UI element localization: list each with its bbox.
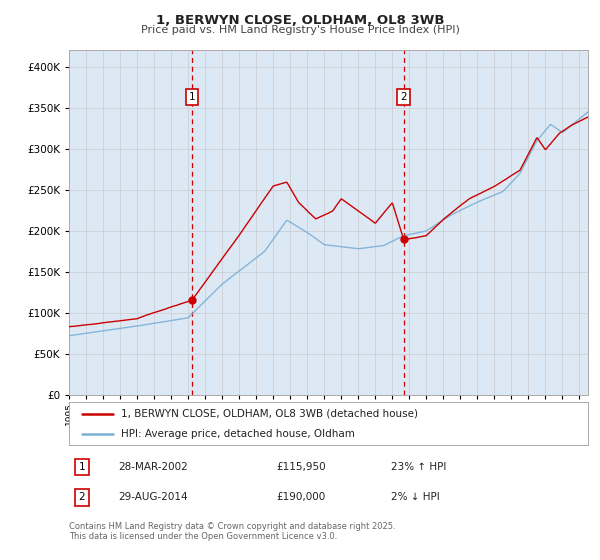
Text: HPI: Average price, detached house, Oldham: HPI: Average price, detached house, Oldh…	[121, 430, 355, 439]
Text: 1, BERWYN CLOSE, OLDHAM, OL8 3WB: 1, BERWYN CLOSE, OLDHAM, OL8 3WB	[156, 14, 444, 27]
Text: 2% ↓ HPI: 2% ↓ HPI	[391, 492, 440, 502]
Text: 1, BERWYN CLOSE, OLDHAM, OL8 3WB (detached house): 1, BERWYN CLOSE, OLDHAM, OL8 3WB (detach…	[121, 409, 418, 419]
Text: 29-AUG-2014: 29-AUG-2014	[118, 492, 188, 502]
Text: 1: 1	[79, 462, 85, 472]
Text: 23% ↑ HPI: 23% ↑ HPI	[391, 462, 446, 472]
Text: £190,000: £190,000	[277, 492, 326, 502]
Text: 1: 1	[189, 92, 196, 102]
Text: 28-MAR-2002: 28-MAR-2002	[118, 462, 188, 472]
Text: £115,950: £115,950	[277, 462, 326, 472]
Text: 2: 2	[400, 92, 407, 102]
Text: Contains HM Land Registry data © Crown copyright and database right 2025.
This d: Contains HM Land Registry data © Crown c…	[69, 522, 395, 542]
Text: Price paid vs. HM Land Registry's House Price Index (HPI): Price paid vs. HM Land Registry's House …	[140, 25, 460, 35]
Text: 2: 2	[79, 492, 85, 502]
